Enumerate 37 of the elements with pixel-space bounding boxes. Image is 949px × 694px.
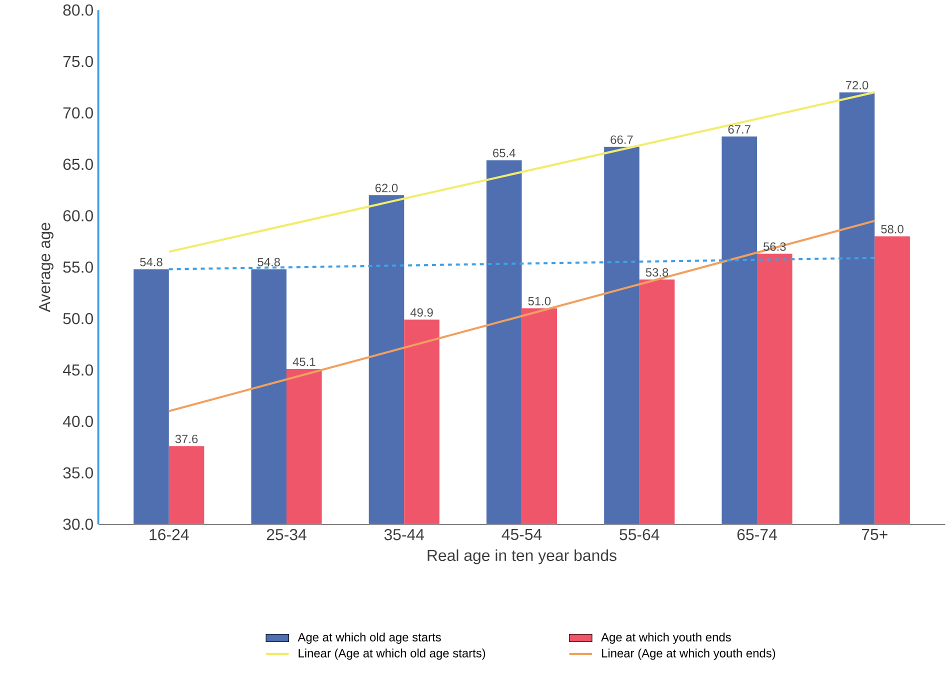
y-tick-label: 70.0 [63, 107, 93, 118]
y-tick-label: 50.0 [63, 312, 93, 324]
y-tick-label: 75.0 [63, 56, 93, 67]
data-label: 49.9 [410, 308, 433, 317]
y-tick-label: 35.0 [63, 467, 93, 478]
legend-label: Age at which youth ends [601, 632, 731, 644]
data-label: 37.6 [175, 434, 198, 443]
legend-label: Linear (Age at which youth ends) [602, 648, 776, 660]
y-tick-label: 40.0 [62, 416, 93, 427]
data-label: 66.7 [610, 135, 633, 144]
y-tick-label: 60.0 [63, 210, 93, 222]
data-label: 62.0 [375, 184, 398, 192]
x-axis-title: Real age in ten year bands [428, 549, 616, 564]
data-label: 54.8 [258, 258, 280, 266]
y-tick-label: 65.0 [63, 158, 93, 170]
legend-label: Linear (Age at which old age starts) [298, 648, 486, 660]
x-tick-label: 75+ [862, 528, 888, 540]
x-tick-label: 65-74 [737, 528, 777, 540]
y-tick-label: 80.0 [63, 4, 93, 16]
x-tick-label: 45-54 [502, 528, 542, 540]
x-tick-label: 35-44 [384, 528, 424, 540]
data-label: 45.1 [292, 358, 316, 366]
data-label: 72.0 [846, 80, 868, 90]
data-label: 51.0 [528, 296, 551, 306]
y-tick-label: 55.0 [63, 261, 93, 273]
data-label: 67.7 [728, 124, 750, 134]
data-label: 65.4 [493, 148, 516, 158]
data-label: 53.8 [646, 268, 668, 276]
data-label: 54.8 [140, 258, 162, 266]
y-tick-label: 45.0 [62, 364, 93, 376]
data-label: 58.0 [881, 224, 904, 234]
y-axis-title: Average age [39, 222, 54, 312]
x-tick-label: 25-34 [266, 528, 306, 540]
x-tick-label: 55-64 [620, 528, 660, 540]
legend-label: Age at which old age starts [298, 632, 441, 644]
x-tick-label: 16-24 [150, 528, 189, 540]
y-tick-label: 30.0 [63, 518, 93, 530]
